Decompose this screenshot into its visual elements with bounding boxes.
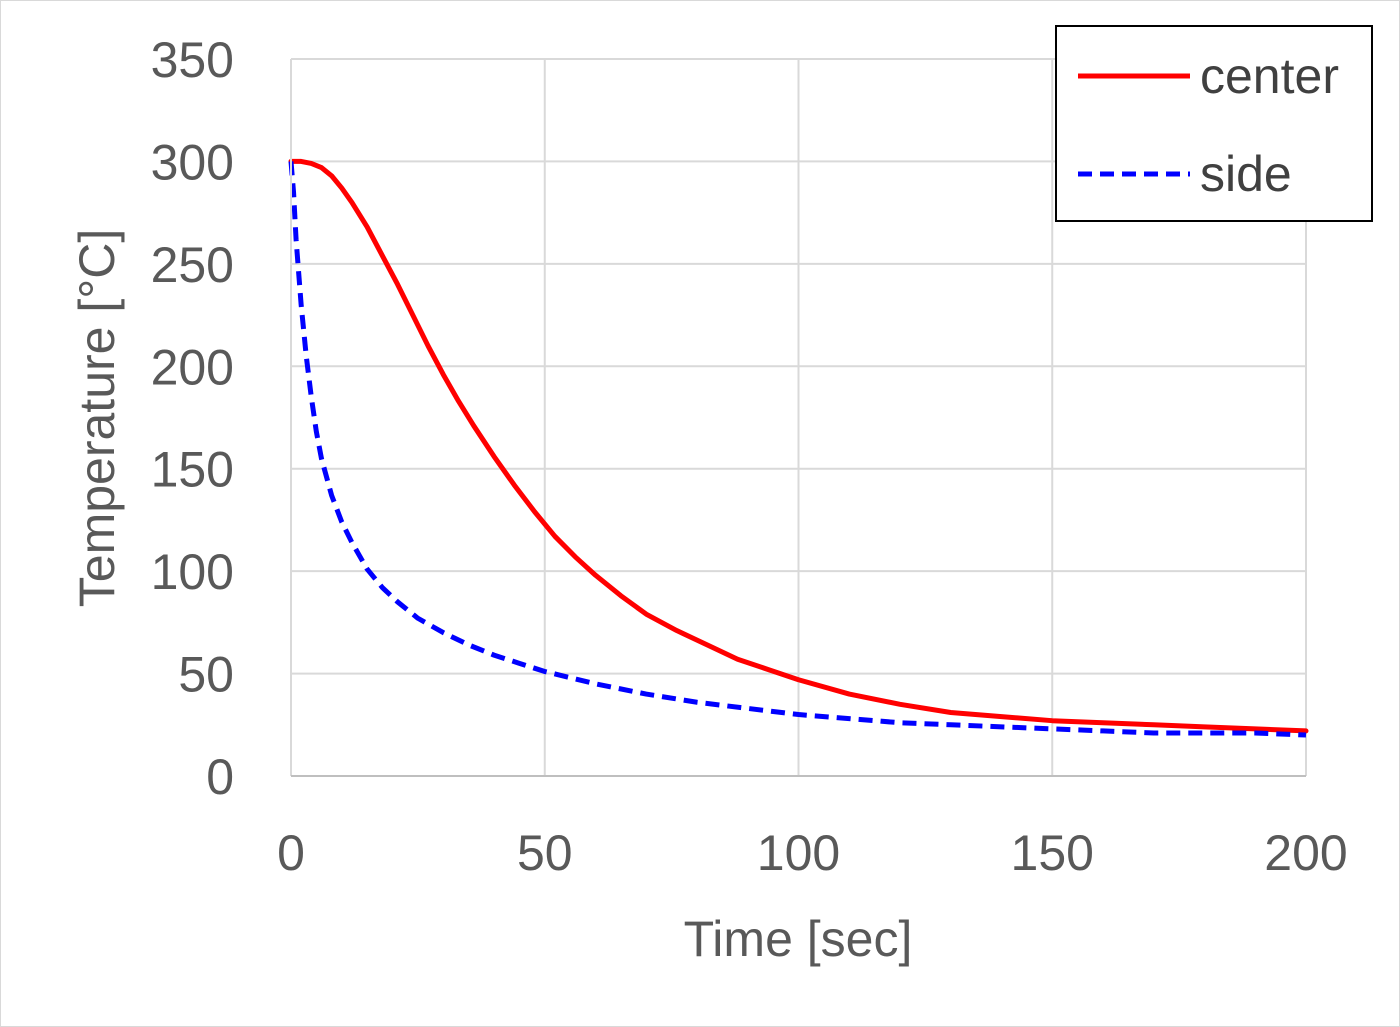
- x-axis-title: Time [sec]: [684, 911, 913, 967]
- series-lines: [288, 158, 1309, 738]
- x-tick-label: 200: [1264, 825, 1347, 881]
- y-tick-label: 100: [151, 544, 234, 600]
- axes: [290, 59, 1306, 777]
- legend-box: [1055, 25, 1373, 222]
- y-tick-label: 0: [206, 749, 234, 805]
- tick-labels: 0 50 100 150 200 250 300 350 0 50 100 150 200: [151, 32, 1348, 881]
- series-line-side: [288, 161, 1307, 738]
- y-tick-label: 150: [151, 442, 234, 498]
- y-tick-label: 50: [178, 647, 234, 703]
- y-tick-label: 350: [151, 32, 234, 88]
- y-tick-label: 250: [151, 237, 234, 293]
- series-line-center: [288, 158, 1309, 734]
- y-axis-title: Temperature [°C]: [69, 229, 125, 607]
- y-tick-label: 300: [151, 134, 234, 190]
- x-tick-label: 100: [757, 825, 840, 881]
- x-tick-label: 50: [517, 825, 573, 881]
- legend: center side: [1055, 25, 1373, 222]
- y-tick-label: 200: [151, 339, 234, 395]
- legend-label-center: center: [1200, 48, 1339, 104]
- x-tick-label: 0: [277, 825, 305, 881]
- x-tick-label: 150: [1011, 825, 1094, 881]
- legend-label-side: side: [1200, 146, 1292, 202]
